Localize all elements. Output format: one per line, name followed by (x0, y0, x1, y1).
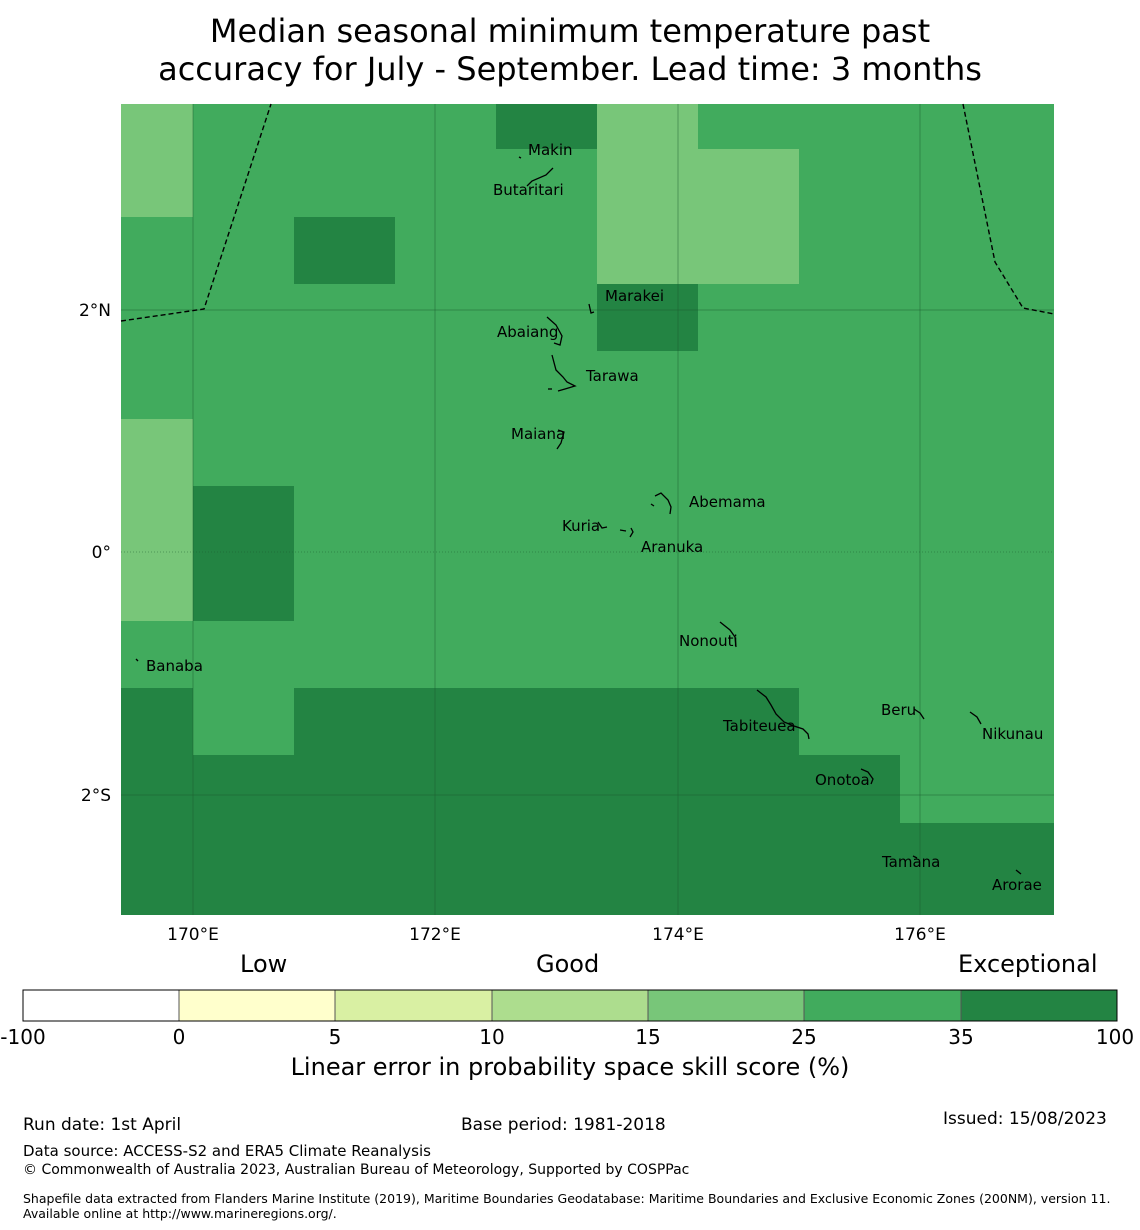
island-shape-abaiang (546, 316, 563, 346)
colorbar-segment (23, 990, 179, 1021)
category-label-exceptional: Exceptional (958, 950, 1098, 978)
lon-tick-label: 172°E (409, 925, 461, 945)
colorbar-segment (804, 990, 961, 1021)
lon-tick-label: 170°E (167, 925, 219, 945)
skill-grid (121, 104, 1054, 915)
grid-cell-exceptional (294, 217, 395, 284)
issued-date: Issued: 15/08/2023 (943, 1109, 1107, 1129)
grid-cell-exceptional (496, 104, 597, 149)
colorbar-tick: 100 (1095, 1025, 1135, 1049)
grid-cell-exceptional (193, 486, 294, 621)
island-shape-banaba (135, 658, 139, 662)
colorbar-tick: 10 (479, 1025, 505, 1049)
island-shape-abemama-islet (650, 503, 655, 507)
lat-ticks: 2°N 0° 2°S (79, 301, 111, 806)
island-label: Nonouti (679, 632, 738, 650)
category-label-good: Good (536, 950, 600, 978)
eez-boundary (120, 103, 1055, 322)
colorbar-segment (961, 990, 1117, 1021)
island-label: Tarawa (585, 367, 639, 385)
island-shape-makin (518, 156, 522, 159)
island-label: Tabiteuea (722, 717, 796, 735)
island-label: Abaiang (497, 323, 558, 341)
island-label: Nikunau (982, 725, 1043, 743)
colorbar-tick: 35 (948, 1025, 974, 1049)
colorbar-axis-label: Linear error in probability space skill … (290, 1053, 850, 1081)
island-label: Abemama (689, 493, 766, 511)
island-shape-tarawa (551, 354, 577, 392)
lon-tick-label: 174°E (652, 925, 704, 945)
island-label: Onotoa (815, 771, 870, 789)
lon-ticks: 170°E 172°E 174°E 176°E (167, 925, 946, 945)
colorbar-tick: 0 (172, 1025, 186, 1049)
category-label-low: Low (240, 950, 288, 978)
island-shape-nonouti (719, 621, 737, 648)
island-shape-tamana (912, 855, 918, 859)
colorbar-tick: 25 (791, 1025, 817, 1049)
island-label: Butaritari (493, 181, 564, 199)
colorbar-tick: 15 (635, 1025, 661, 1049)
island-label: Makin (528, 141, 573, 159)
grid-cell-exceptional (597, 284, 698, 351)
island-label: Maiana (511, 425, 565, 443)
island-label: Beru (881, 701, 916, 719)
island-shape-arorae (1015, 869, 1022, 875)
island-label: Aranuka (641, 538, 703, 556)
colorbar-outline (22, 989, 1118, 1022)
shapefile-credit: Shapefile data extracted from Flanders M… (23, 1191, 1111, 1221)
grid-cell-good-low (121, 419, 193, 621)
island-labels: Makin Butaritari Marakei Abaiang Tarawa … (146, 141, 1043, 894)
island-label: Marakei (605, 287, 664, 305)
colorbar-segment (492, 990, 648, 1021)
lat-tick-label: 2°N (79, 301, 111, 321)
base-period: Base period: 1981-2018 (461, 1115, 666, 1135)
lat-tick-label: 2°S (81, 786, 111, 806)
colorbar-segment (648, 990, 804, 1021)
island-label: Kuria (562, 517, 600, 535)
map-title-line-2: accuracy for July - September. Lead time… (158, 50, 982, 88)
island-shape-nikunau (969, 711, 982, 725)
map-title-line-1: Median seasonal minimum temperature past (209, 12, 931, 50)
data-source: Data source: ACCESS-S2 and ERA5 Climate … (23, 1142, 431, 1160)
colorbar-segment (179, 990, 335, 1021)
map-figure: Makin Butaritari Marakei Abaiang Tarawa … (22, 103, 1118, 1022)
colorbar-segment (335, 990, 492, 1021)
grid-cell-good-low (597, 149, 799, 284)
island-shape-beru (913, 708, 925, 720)
island-label: Arorae (992, 876, 1042, 894)
island-shape-butaritari (526, 167, 554, 187)
lon-tick-label: 176°E (894, 925, 946, 945)
lat-tick-label: 0° (92, 543, 111, 563)
colorbar-tick: -100 (0, 1025, 46, 1049)
colorbar (22, 989, 1118, 1022)
grid-cell-good-low (121, 104, 193, 217)
grid-cell-good-low (597, 104, 698, 149)
colorbar-tick: 5 (328, 1025, 342, 1049)
island-shape-kuria (597, 521, 608, 529)
island-label: Banaba (146, 657, 203, 675)
island-shape-marakei (588, 303, 595, 314)
island-shape-onotoa (860, 768, 874, 785)
run-date: Run date: 1st April (23, 1115, 182, 1135)
island-label: Tamana (881, 853, 940, 871)
grid-cell-exceptional (121, 688, 1054, 915)
graticule (121, 104, 1054, 915)
copyright-notice: © Commonwealth of Australia 2023, Austra… (23, 1162, 690, 1178)
island-shape-maiana (556, 429, 565, 450)
island-shape-abemama (654, 492, 672, 515)
island-shape-tabiteuea (756, 689, 810, 740)
island-shape-aranuka (619, 527, 634, 538)
island-outlines (135, 156, 1022, 875)
